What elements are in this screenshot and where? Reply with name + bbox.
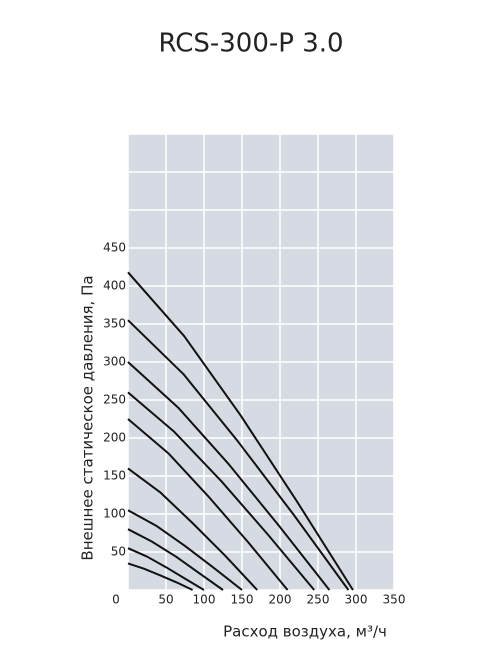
y-tick-label: 250 [103, 393, 126, 407]
x-tick-label: 200 [269, 593, 292, 607]
curve [127, 509, 243, 591]
x-tick-label: 0 [112, 593, 120, 607]
curve [127, 562, 194, 591]
x-tick-label: 250 [307, 593, 330, 607]
y-tick-label: 150 [103, 469, 126, 483]
x-tick-label: 300 [345, 593, 368, 607]
curve [127, 361, 331, 591]
y-tick-label: 300 [103, 355, 126, 369]
y-tick-label: 350 [103, 317, 126, 331]
curve [127, 528, 224, 591]
y-tick-label: 450 [103, 241, 126, 255]
curve [127, 319, 350, 591]
y-tick-label: 200 [103, 431, 126, 445]
x-axis-label: Расход воздуха, м³/ч [223, 623, 387, 641]
y-axis-label: Внешнее статическое давления, Па [79, 275, 97, 560]
x-tick-label: 350 [383, 593, 406, 607]
y-tick-label: 50 [111, 545, 126, 559]
y-tick-label: 400 [103, 279, 126, 293]
x-tick-label: 50 [158, 593, 173, 607]
curve [127, 271, 354, 591]
y-tick-label: 100 [103, 507, 126, 521]
curve [127, 467, 258, 591]
x-tick-label: 150 [231, 593, 254, 607]
curve [127, 547, 205, 591]
curve [127, 418, 289, 591]
chart-title: RCS-300-P 3.0 [158, 29, 343, 59]
x-tick-label: 100 [193, 593, 216, 607]
curve [127, 391, 315, 591]
